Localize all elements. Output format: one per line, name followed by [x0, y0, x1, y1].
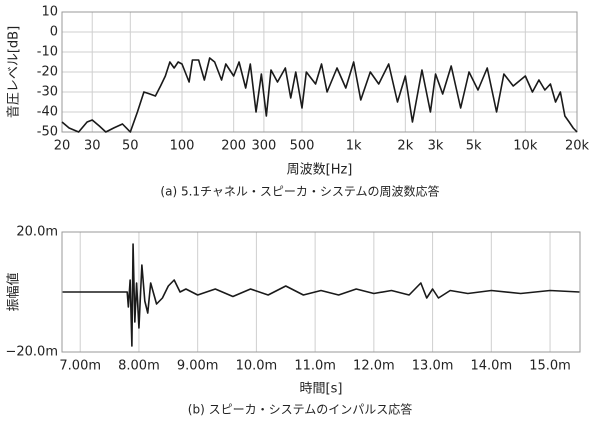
plot-frame: [61, 11, 578, 133]
y-tick-label: -20: [37, 65, 58, 80]
caption: (b) スピーカ・システムのインパルス応答: [188, 402, 412, 417]
x-tick-label: 10k: [513, 139, 538, 154]
y-tick-label: -30: [37, 85, 58, 100]
x-tick-label: 3k: [428, 139, 444, 154]
data-line: [62, 243, 580, 347]
x-tick-label: 5k: [466, 139, 482, 154]
x-tick-label: 20: [54, 139, 71, 154]
y-tick-label: 10: [41, 5, 58, 20]
x-tick-label: 50: [122, 139, 139, 154]
x-tick-label: 7.00m: [59, 359, 101, 374]
x-axis-label: 周波数[Hz]: [287, 163, 353, 178]
data-line: [61, 57, 578, 133]
x-tick-label: 13.0m: [412, 359, 454, 374]
y-tick-label: −20.0m: [5, 345, 58, 360]
caption: (a) 5.1チャネル・スピーカ・システムの周波数応答: [160, 184, 439, 199]
x-tick-label: 9.00m: [177, 359, 219, 374]
x-tick-label: 8.00m: [118, 359, 160, 374]
x-tick-label: 11.0m: [294, 359, 336, 374]
y-tick-label: -50: [37, 125, 58, 140]
x-tick-label: 300: [251, 139, 276, 154]
x-tick-label: 15.0m: [529, 359, 571, 374]
y-tick-label: 0: [50, 25, 58, 40]
x-tick-label: 200: [221, 139, 246, 154]
x-tick-label: 500: [290, 139, 315, 154]
y-axis-label: 音圧レベル[dB]: [6, 26, 22, 118]
y-axis-label: 振幅値: [6, 272, 22, 311]
x-tick-label: 2k: [397, 139, 413, 154]
y-tick-label: -40: [37, 105, 58, 120]
y-tick-label: 20.0m: [16, 225, 58, 240]
x-tick-label: 20k: [565, 139, 590, 154]
plot-frame: [61, 231, 581, 353]
x-tick-label: 30: [84, 139, 101, 154]
x-tick-label: 10.0m: [236, 359, 278, 374]
x-tick-label: 14.0m: [471, 359, 513, 374]
x-tick-label: 1k: [346, 139, 362, 154]
y-tick-label: -10: [37, 45, 58, 60]
x-tick-label: 100: [170, 139, 195, 154]
x-axis-label: 時間[s]: [300, 382, 343, 397]
x-tick-label: 12.0m: [353, 359, 395, 374]
